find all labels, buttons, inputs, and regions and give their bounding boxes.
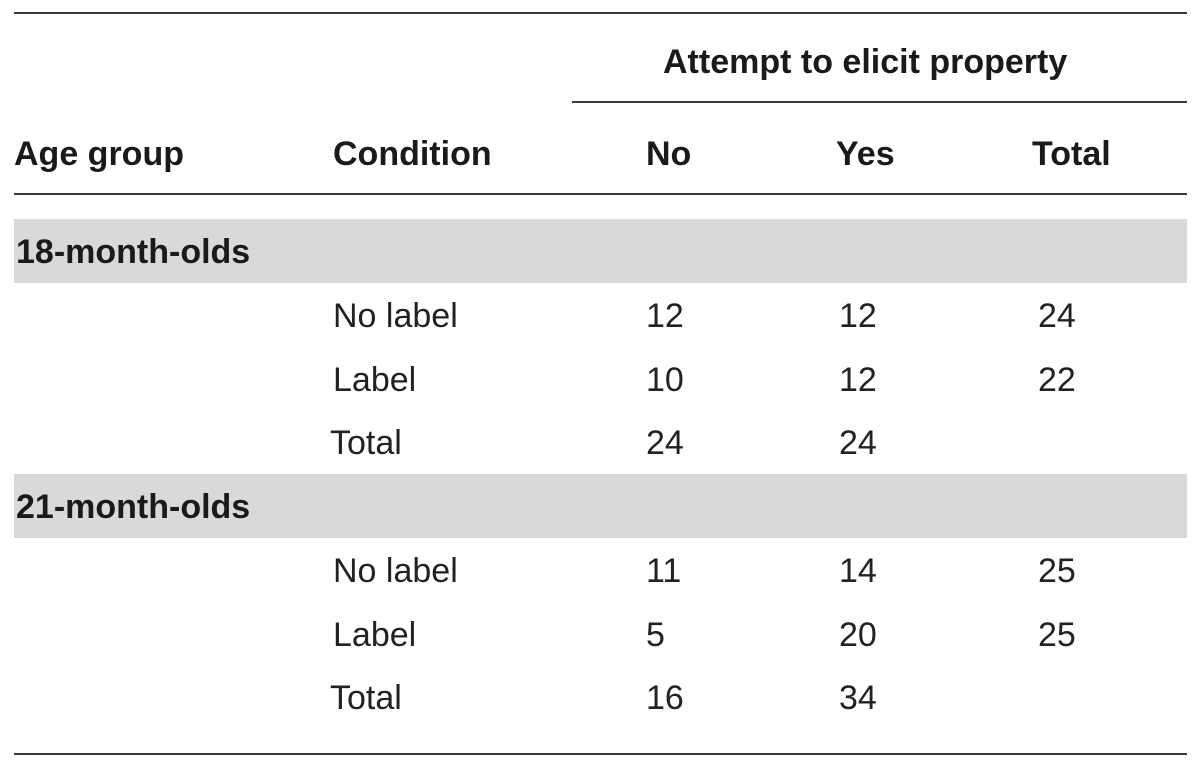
- group-label: 21-month-olds: [16, 488, 251, 526]
- spanner-header: Attempt to elicit property: [663, 43, 1068, 81]
- cell-yes: 24: [839, 424, 877, 462]
- cell-no: 10: [646, 361, 684, 399]
- table-bottom-rule: [14, 753, 1187, 755]
- group-label: 18-month-olds: [16, 233, 251, 271]
- cell-yes: 12: [839, 297, 877, 335]
- cell-condition: Total: [330, 424, 402, 462]
- cell-total: 25: [1038, 552, 1076, 590]
- group-band: [14, 219, 1187, 283]
- cell-no: 5: [646, 616, 665, 654]
- header-condition: Condition: [333, 135, 492, 173]
- cell-condition: Label: [333, 616, 417, 654]
- spanner-rule: [572, 101, 1187, 103]
- cell-no: 12: [646, 297, 684, 335]
- header-yes: Yes: [836, 135, 895, 173]
- cell-no: 16: [646, 679, 684, 717]
- cell-condition: No label: [333, 297, 458, 335]
- cell-yes: 12: [839, 361, 877, 399]
- table-top-rule: [14, 12, 1187, 14]
- cell-condition: Total: [330, 679, 402, 717]
- header-total: Total: [1032, 135, 1111, 173]
- cell-total: 22: [1038, 361, 1076, 399]
- cell-no: 11: [646, 552, 682, 590]
- cell-yes: 34: [839, 679, 877, 717]
- header-bottom-rule: [14, 193, 1187, 195]
- cell-condition: No label: [333, 552, 458, 590]
- cell-no: 24: [646, 424, 684, 462]
- group-band: [14, 474, 1187, 538]
- header-age-group: Age group: [14, 135, 184, 173]
- cell-total: 25: [1038, 616, 1076, 654]
- cell-yes: 14: [839, 552, 877, 590]
- header-no: No: [646, 135, 692, 173]
- cell-condition: Label: [333, 361, 417, 399]
- cell-total: 24: [1038, 297, 1076, 335]
- cell-yes: 20: [839, 616, 877, 654]
